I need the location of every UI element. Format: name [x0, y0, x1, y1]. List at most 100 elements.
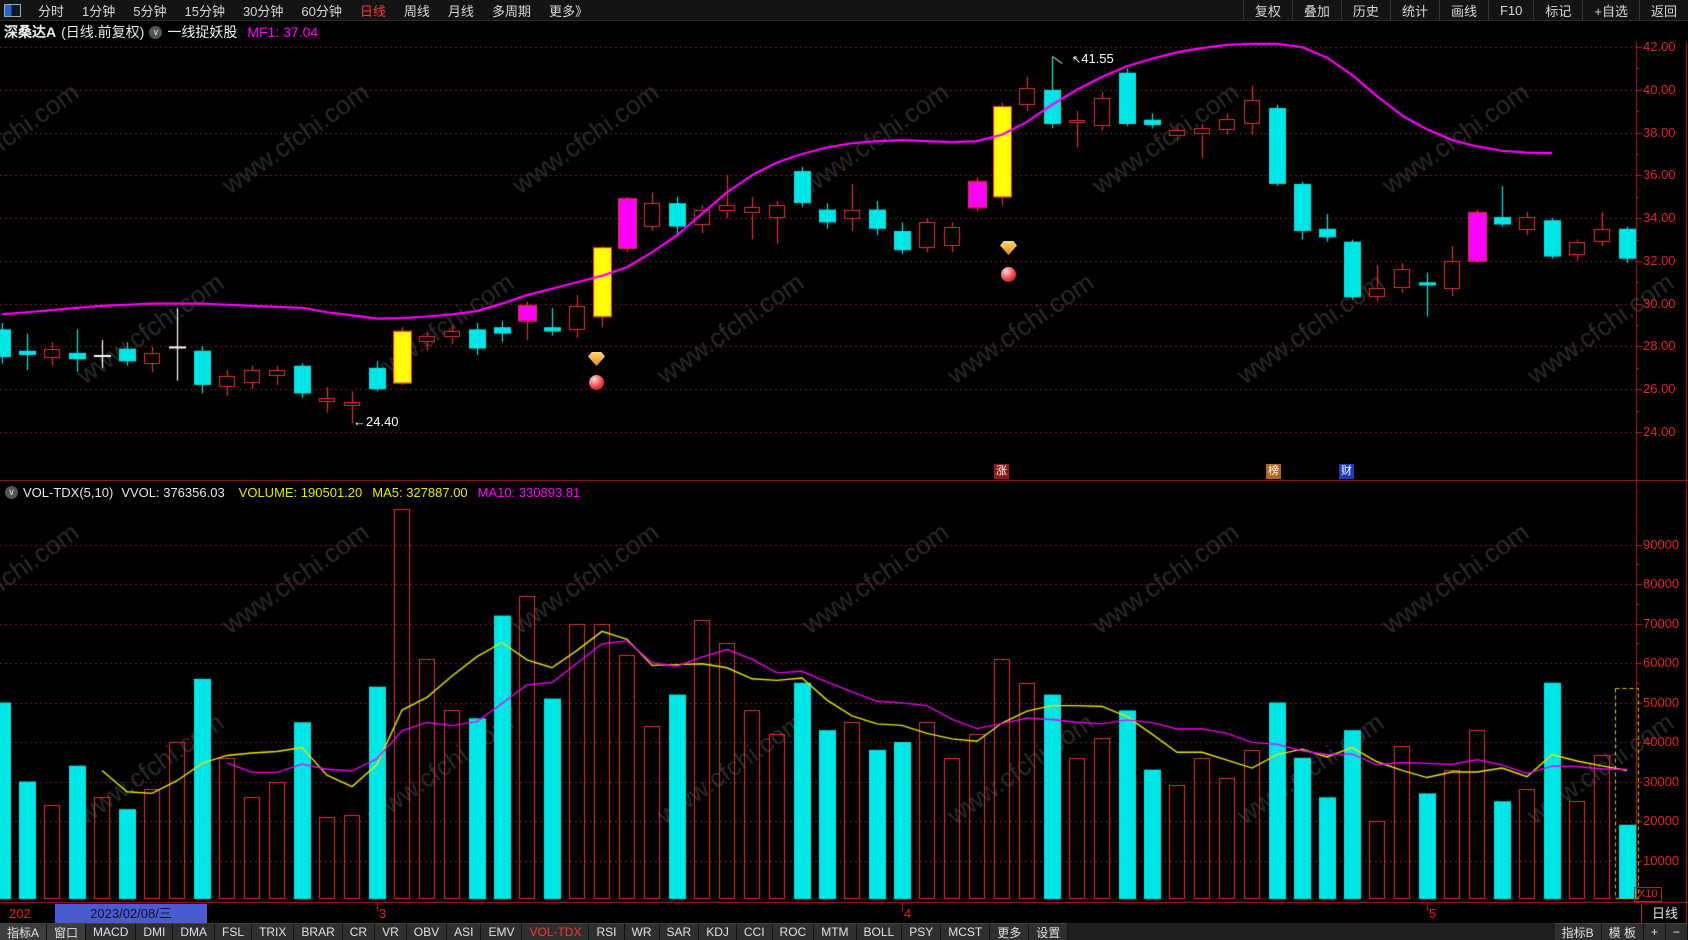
toolbar-button-F10[interactable]: F10 — [1487, 0, 1533, 20]
price-axis-label: 32.00 — [1643, 252, 1676, 268]
high-price-annotation: ↖41.55 — [1072, 51, 1114, 66]
indicator-button-WR[interactable]: WR — [624, 923, 660, 940]
volume-axis-label: 90000 — [1643, 536, 1680, 552]
period-indicator: 日线 — [1641, 904, 1688, 923]
indicator-button-CR[interactable]: CR — [342, 923, 376, 940]
toolbar-button-+自选[interactable]: +自选 — [1582, 0, 1639, 20]
toolbar-button-画线[interactable]: 画线 — [1438, 0, 1488, 20]
low-price-annotation: ←24.40 — [353, 414, 399, 429]
indicator-button-窗口[interactable]: 窗口 — [47, 923, 87, 940]
stock-name: 深桑达A — [4, 24, 57, 40]
toolbar-button-叠加[interactable]: 叠加 — [1291, 0, 1341, 20]
chevron-down-icon[interactable]: ∨ — [5, 485, 18, 499]
bottom-button-模 板[interactable]: 模 板 — [1601, 923, 1644, 940]
month-tick-label-4: 4 — [904, 906, 912, 921]
event-badge-财: 财 — [1339, 464, 1354, 479]
indicator-button-CCI[interactable]: CCI — [736, 923, 773, 940]
volume-ma10-value: MA10: 330893.81 — [477, 484, 581, 500]
toolbar-button-复权[interactable]: 复权 — [1242, 0, 1292, 20]
indicator-button-MACD[interactable]: MACD — [86, 923, 137, 940]
price-axis-label: 30.00 — [1643, 295, 1676, 311]
indicator-button-ROC[interactable]: ROC — [772, 923, 815, 940]
period-tab-更多》[interactable]: 更多》 — [548, 3, 588, 19]
high-arrow-icon: ↖ — [1072, 54, 1082, 66]
period-items: 分时 1分钟 5分钟 15分钟 30分钟 60分钟 日线 周线 月线 多周期 更多》 — [29, 1, 597, 20]
period-tab-月线[interactable]: 月线 — [447, 3, 474, 19]
volume-axis-label: 70000 — [1643, 615, 1680, 631]
period-tab-分时[interactable]: 分时 — [38, 3, 65, 19]
toolbar-button-标记[interactable]: 标记 — [1533, 0, 1582, 20]
period-group: 分时 1分钟 5分钟 15分钟 30分钟 60分钟 日线 周线 月线 多周期 更多》 — [0, 0, 597, 20]
indicator-button-PSY[interactable]: PSY — [902, 923, 942, 940]
volume-axis-label: 10000 — [1643, 852, 1680, 868]
clipped-date-label: 202 — [9, 906, 31, 921]
indicator-button-FSL[interactable]: FSL — [215, 923, 253, 940]
volume-ma5-value: MA5: 327887.00 — [372, 484, 468, 500]
price-axis-label: 36.00 — [1643, 167, 1676, 183]
title-bar: 深桑达A (日线.前复权) ∨ 一线捉妖股 MF1: 37.04 — [0, 22, 1688, 42]
month-tick-label-3: 3 — [379, 906, 387, 921]
indicator-button-MTM[interactable]: MTM — [814, 923, 857, 940]
period-tab-1分钟[interactable]: 1分钟 — [82, 3, 116, 19]
indicator-button-EMV[interactable]: EMV — [481, 923, 523, 940]
event-badge-榜: 榜 — [1266, 464, 1281, 479]
price-axis-label: 40.00 — [1643, 81, 1676, 97]
period-tab-30分钟[interactable]: 30分钟 — [242, 3, 284, 19]
indicator-button-BOLL[interactable]: BOLL — [856, 923, 903, 940]
window-split-icon[interactable] — [4, 3, 21, 17]
price-axis-label: 26.00 — [1643, 381, 1676, 397]
bottom-button-+[interactable]: + — [1643, 923, 1666, 940]
coin-signal-icon — [1001, 267, 1016, 282]
bottom-button-指标B[interactable]: 指标B — [1554, 923, 1602, 940]
indicator-button-VOL-TDX[interactable]: VOL-TDX — [522, 923, 590, 940]
volume-axis-label: 60000 — [1643, 655, 1680, 670]
chevron-down-icon[interactable]: ∨ — [149, 25, 163, 39]
indicator-button-KDJ[interactable]: KDJ — [699, 923, 737, 940]
toolbar-button-历史[interactable]: 历史 — [1340, 0, 1390, 20]
indicator-button-SAR[interactable]: SAR — [659, 923, 700, 940]
selected-date-cell: 2023/02/08/三 — [55, 904, 207, 923]
indicator-button-设置[interactable]: 设置 — [1029, 923, 1069, 940]
indicator-button-更多[interactable]: 更多 — [990, 923, 1030, 940]
indicator-button-BRAR[interactable]: BRAR — [294, 923, 343, 940]
volume-axis-label: 40000 — [1643, 734, 1680, 749]
indicator-button-MCST[interactable]: MCST — [941, 923, 991, 940]
strategy-label: 一线捉妖股 — [167, 24, 238, 40]
period-tab-周线[interactable]: 周线 — [403, 3, 430, 19]
volume-axis-label: 20000 — [1643, 813, 1680, 828]
price-axis-label: 24.00 — [1643, 424, 1676, 439]
period-tab-15分钟[interactable]: 15分钟 — [184, 3, 225, 19]
indicator-button-ASI[interactable]: ASI — [447, 923, 482, 940]
indicator-button-VR[interactable]: VR — [375, 923, 407, 940]
mf1-value: MF1: 37.04 — [247, 24, 319, 40]
volume-axis-label: 50000 — [1643, 694, 1680, 710]
indicator-button-group: 指标A 窗口 MACD DMI DMA FSL TRIX BRAR CR VR OBV ASI EMV V… — [0, 923, 1069, 940]
price-axis-label: 38.00 — [1643, 124, 1676, 140]
indicator-name: VOL-TDX(5,10) — [23, 484, 114, 500]
period-tab-日线[interactable]: 日线 — [359, 3, 386, 19]
date-axis-row: 202 2023/02/08/三 3 4 5 日线 — [0, 904, 1688, 923]
bottom-right-button-group: 指标B 模 板 + − — [1554, 923, 1688, 940]
price-axis-label: 42.00 — [1643, 39, 1676, 54]
toolbar-button-返回[interactable]: 返回 — [1638, 0, 1688, 20]
volume-value: VOLUME: 190501.20 — [238, 484, 363, 500]
vvol-value: VVOL: 376356.03 — [121, 484, 225, 500]
top-toolbar: 分时 1分钟 5分钟 15分钟 30分钟 60分钟 日线 周线 月线 多周期 更多》 复权 叠加 历史统… — [0, 0, 1688, 21]
toolbar-button-统计[interactable]: 统计 — [1389, 0, 1439, 20]
indicator-button-指标A[interactable]: 指标A — [0, 923, 48, 940]
volume-axis-label: 80000 — [1643, 576, 1680, 591]
top-action-group: 复权 叠加 历史 统计 画线 F10 标记 +自选 返回 — [1242, 0, 1688, 20]
period-tab-60分钟[interactable]: 60分钟 — [301, 3, 342, 19]
period-tab-多周期[interactable]: 多周期 — [491, 3, 531, 19]
volume-axis-label: 30000 — [1643, 773, 1680, 789]
indicator-button-TRIX[interactable]: TRIX — [252, 923, 295, 940]
indicator-button-DMI[interactable]: DMI — [136, 923, 174, 940]
indicator-button-OBV[interactable]: OBV — [406, 923, 448, 940]
price-axis-label: 28.00 — [1643, 338, 1676, 354]
period-tab-5分钟[interactable]: 5分钟 — [133, 3, 167, 19]
indicator-button-RSI[interactable]: RSI — [589, 923, 625, 940]
volume-multiplier-badge: X10 — [1634, 887, 1662, 902]
bottom-button-−[interactable]: − — [1665, 923, 1688, 940]
indicator-button-DMA[interactable]: DMA — [173, 923, 216, 940]
